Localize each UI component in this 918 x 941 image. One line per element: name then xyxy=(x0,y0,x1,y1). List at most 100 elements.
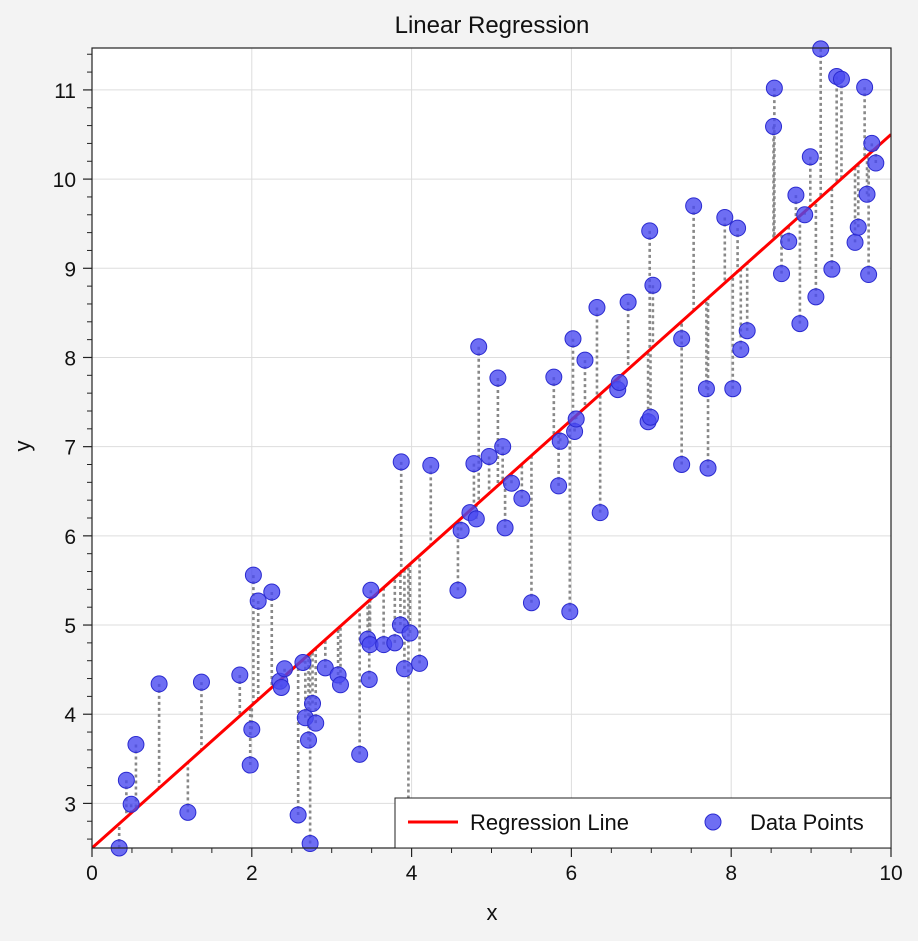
data-point xyxy=(294,653,312,671)
data-point xyxy=(150,675,168,693)
data-point xyxy=(780,233,798,251)
data-point xyxy=(467,510,485,528)
x-tick-label: 10 xyxy=(879,862,902,885)
data-point xyxy=(522,594,540,612)
data-point xyxy=(386,634,404,652)
y-tick-label: 8 xyxy=(64,347,76,370)
data-point xyxy=(619,293,637,311)
data-point xyxy=(422,456,440,474)
data-point xyxy=(301,835,319,853)
y-tick-label: 5 xyxy=(64,615,76,638)
x-tick-label: 8 xyxy=(725,862,737,885)
y-axis-label: y xyxy=(10,441,35,452)
data-point xyxy=(452,521,470,539)
data-point xyxy=(470,338,488,356)
grid-lines xyxy=(91,48,892,848)
data-point xyxy=(316,659,334,677)
data-point xyxy=(807,288,825,306)
data-point xyxy=(401,624,419,642)
data-point xyxy=(716,208,734,226)
data-point xyxy=(863,134,881,152)
chart-title: Linear Regression xyxy=(395,12,590,39)
data-point xyxy=(697,380,715,398)
legend-box xyxy=(394,797,892,849)
regression-line xyxy=(92,133,891,848)
data-point xyxy=(685,197,703,215)
plot-content xyxy=(92,40,891,857)
data-point xyxy=(551,432,569,450)
y-tick-label: 6 xyxy=(64,526,76,549)
x-tick-label: 2 xyxy=(246,862,258,885)
x-axis-label: x xyxy=(487,900,498,925)
data-point xyxy=(856,78,874,96)
data-point xyxy=(307,714,325,732)
data-point xyxy=(117,771,135,789)
data-point xyxy=(276,660,294,678)
y-tick-label: 10 xyxy=(53,169,76,192)
data-point xyxy=(673,330,691,348)
data-point xyxy=(858,185,876,203)
data-point xyxy=(263,583,281,601)
plot-area xyxy=(92,48,891,848)
data-point xyxy=(796,206,814,224)
data-point xyxy=(567,410,585,428)
axes: 0 2 4 6 8 10 3 4 5 6 7 8 9 10 11 xyxy=(53,53,903,885)
data-point xyxy=(729,219,747,237)
data-point xyxy=(351,745,369,763)
regression-line-group xyxy=(92,133,891,848)
data-point xyxy=(732,340,750,358)
data-point xyxy=(272,678,290,696)
x-tick-label: 0 xyxy=(86,862,98,885)
data-point xyxy=(832,70,850,88)
data-point xyxy=(231,666,249,684)
data-point xyxy=(576,351,594,369)
data-point xyxy=(642,408,660,426)
data-point xyxy=(392,453,410,471)
data-point xyxy=(773,265,791,283)
data-point xyxy=(360,670,378,688)
data-point xyxy=(465,455,483,473)
data-point xyxy=(812,40,830,58)
data-point xyxy=(449,581,467,599)
legend-point-label: Data Points xyxy=(750,810,864,835)
data-point xyxy=(249,592,267,610)
data-point xyxy=(494,438,512,456)
data-point xyxy=(765,117,783,135)
data-point xyxy=(644,276,662,294)
data-point xyxy=(561,603,579,621)
data-point xyxy=(588,299,606,317)
data-point xyxy=(480,447,498,465)
legend: Regression Line Data Points xyxy=(394,797,892,849)
data-point xyxy=(724,380,742,398)
data-point xyxy=(791,315,809,333)
data-point xyxy=(801,148,819,166)
data-point xyxy=(122,795,140,813)
data-point xyxy=(849,218,867,236)
data-point xyxy=(362,581,380,599)
data-point xyxy=(502,474,520,492)
data-point xyxy=(765,79,783,97)
data-point xyxy=(550,477,568,495)
data-point xyxy=(192,673,210,691)
data-point xyxy=(867,154,885,172)
x-tick-label: 6 xyxy=(566,862,578,885)
data-point xyxy=(860,266,878,284)
data-point xyxy=(673,455,691,473)
data-point xyxy=(411,654,429,672)
data-point xyxy=(331,676,349,694)
data-point xyxy=(610,373,628,391)
data-point xyxy=(395,660,413,678)
data-point xyxy=(513,489,531,507)
data-point xyxy=(300,731,318,749)
data-points xyxy=(110,40,885,857)
x-tick-label: 4 xyxy=(406,862,418,885)
data-point xyxy=(243,720,261,738)
data-point xyxy=(564,330,582,348)
data-point xyxy=(787,186,805,204)
data-point xyxy=(591,504,609,522)
legend-point-swatch xyxy=(704,813,722,831)
data-point xyxy=(846,233,864,251)
data-point xyxy=(241,756,259,774)
